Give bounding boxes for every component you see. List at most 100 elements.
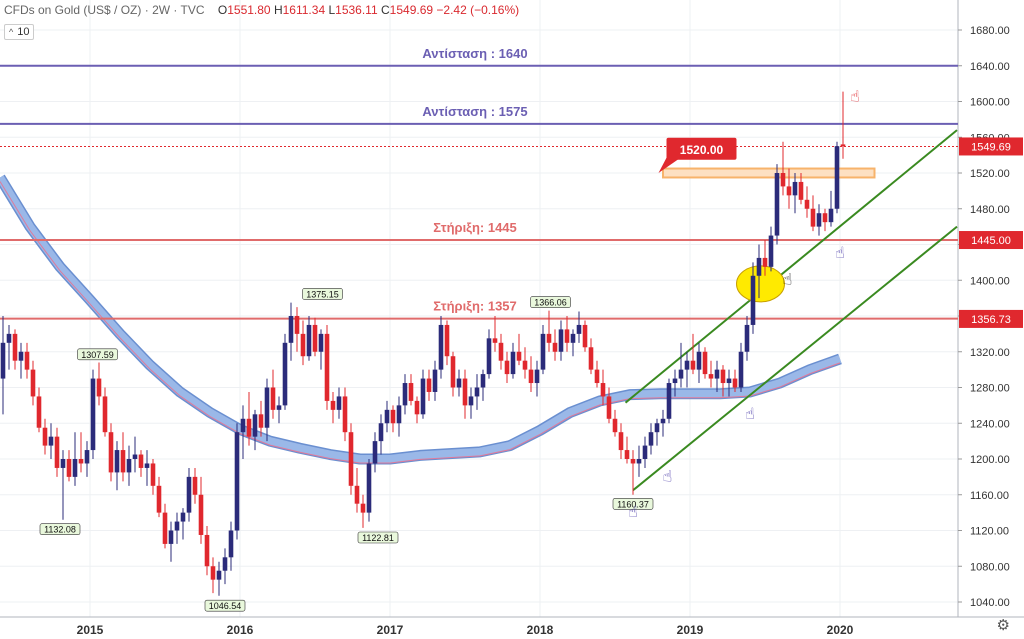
- candle: [450, 351, 456, 397]
- candle-body: [624, 450, 630, 459]
- candle: [702, 347, 708, 379]
- zone-rectangle[interactable]: [662, 167, 876, 179]
- x-tick-label: 2017: [377, 623, 404, 637]
- candle: [84, 441, 90, 477]
- annotation-text: 1122.81: [362, 533, 394, 543]
- candle-body: [246, 418, 252, 437]
- callout-label: 1520.00: [680, 143, 724, 157]
- candle-body: [372, 441, 378, 464]
- chevron-up-icon[interactable]: ^: [9, 27, 14, 37]
- candle: [762, 240, 768, 276]
- candle-body: [588, 347, 594, 370]
- candle: [534, 360, 540, 397]
- moving-average-band: [0, 175, 842, 463]
- candle: [720, 365, 726, 397]
- candle: [24, 342, 30, 379]
- symbol-name[interactable]: CFDs on Gold (US$ / OZ): [4, 3, 142, 17]
- candle-body: [678, 369, 684, 379]
- candle-body: [180, 512, 186, 522]
- candle-body: [18, 351, 24, 361]
- channel-line-2[interactable]: [632, 225, 958, 492]
- candle-body: [90, 378, 96, 451]
- price-annotation: 1366.06: [530, 296, 571, 308]
- candle: [576, 311, 582, 343]
- candle-body: [420, 378, 426, 415]
- candle-body: [666, 383, 672, 419]
- candle-body: [492, 338, 498, 343]
- candle-body: [204, 534, 210, 567]
- indicator-value: 10: [17, 26, 30, 38]
- candle: [510, 342, 516, 379]
- candle: [156, 476, 162, 518]
- candle-body: [288, 316, 294, 343]
- candle: [660, 409, 666, 437]
- candle-body: [510, 351, 516, 375]
- trend-channel[interactable]: [624, 129, 958, 492]
- hand-pointer-icon: ☝: [783, 270, 793, 289]
- candle-body: [780, 173, 786, 187]
- candle-body: [774, 173, 780, 236]
- close-label: C: [381, 3, 390, 17]
- candle-body: [408, 383, 414, 401]
- open-value: 1551.80: [227, 3, 271, 17]
- candle-body: [96, 378, 102, 397]
- candle: [342, 387, 348, 442]
- candle: [186, 467, 192, 522]
- price-badge-1356.73: [959, 309, 1023, 328]
- candle-body: [570, 333, 576, 343]
- candle-body: [750, 275, 756, 325]
- candle-body: [354, 485, 360, 504]
- candle-body: [378, 423, 384, 442]
- candle: [252, 409, 258, 451]
- horizontal-levels[interactable]: Αντίσταση : 1640 Αντίσταση : 1575 Στήριξη:…: [0, 46, 958, 320]
- candle-body: [600, 383, 606, 397]
- candle-body: [342, 396, 348, 433]
- indicator-toggle[interactable]: ^ 10: [4, 24, 35, 40]
- candle: [714, 360, 720, 392]
- candle: [654, 418, 660, 446]
- candle: [816, 204, 822, 236]
- candle: [648, 423, 654, 455]
- candle: [690, 333, 696, 375]
- candle-body: [474, 387, 480, 397]
- candle-body: [648, 432, 654, 446]
- candle: [678, 342, 684, 388]
- candle: [834, 141, 840, 214]
- callout-pointer: [658, 157, 681, 173]
- interval[interactable]: 2W: [152, 3, 171, 17]
- price-annotation: 1122.81: [357, 531, 399, 544]
- candle: [564, 316, 570, 352]
- candle: [114, 441, 120, 491]
- candle-body: [834, 146, 840, 209]
- candle-body: [54, 436, 60, 468]
- candle: [54, 427, 60, 477]
- candle: [72, 432, 78, 486]
- time-axis[interactable]: 2015 2016 2017 2018 2019 2020: [0, 616, 1024, 637]
- candle: [408, 374, 414, 406]
- candle: [144, 450, 150, 486]
- price-badge-1445.00: [959, 231, 1023, 250]
- candle: [0, 316, 6, 415]
- high-label: H: [273, 3, 283, 17]
- candle-body: [330, 400, 336, 410]
- price-badges: 1549.69 1445.00 1356.73: [959, 137, 1023, 328]
- candle-body: [390, 409, 396, 424]
- candle-body: [516, 351, 522, 361]
- y-tick-label: 1600.00: [970, 97, 1010, 109]
- candle: [726, 369, 732, 397]
- candle: [756, 244, 762, 299]
- support-zone[interactable]: [662, 167, 876, 303]
- x-tick-label: 2020: [827, 623, 854, 637]
- x-tick-label: 2019: [677, 623, 704, 637]
- candle-body: [186, 476, 192, 513]
- candle-body: [234, 432, 240, 531]
- candle: [318, 329, 324, 370]
- candle: [216, 561, 222, 596]
- y-tick-label: 1080.00: [970, 561, 1010, 573]
- candle-body: [240, 418, 246, 433]
- candle: [18, 342, 24, 379]
- candle-body: [534, 369, 540, 384]
- candle-body: [216, 570, 222, 580]
- gear-icon[interactable]: ⚙: [996, 617, 1010, 634]
